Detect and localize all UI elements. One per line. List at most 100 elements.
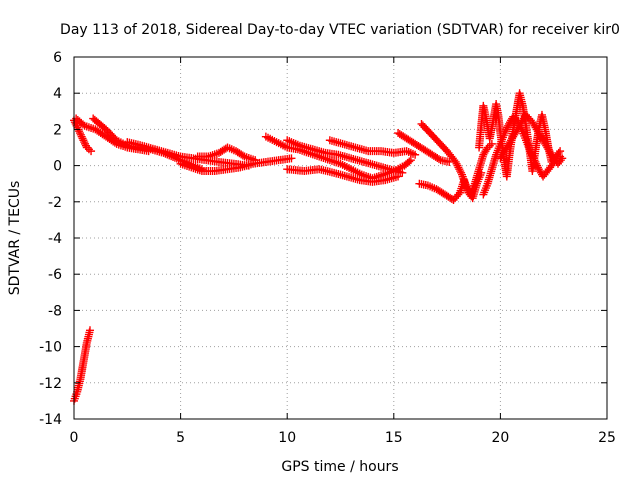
data-point [547,150,561,166]
data-point [423,181,439,193]
data-point [76,359,88,384]
data-point [87,147,96,156]
data-point [479,181,491,199]
data-point [151,145,170,157]
data-point [537,110,549,132]
data-point [487,152,500,174]
data-point [91,125,109,140]
x-axis-label: GPS time / hours [281,459,398,475]
data-point [509,123,523,141]
data-point [214,144,230,157]
data-point [112,136,130,149]
series-4 [89,114,206,174]
data-point [479,145,491,159]
data-point [338,139,358,151]
data-point [368,176,388,186]
series-12 [394,129,454,166]
data-point [325,156,343,168]
data-point [261,132,279,145]
data-point [521,136,534,153]
data-point [223,163,243,174]
data-point [381,173,400,185]
x-tick-label: 0 [70,430,79,446]
data-point [300,165,322,176]
y-tick-label: 6 [53,50,62,66]
data-point [428,150,443,164]
series-10 [283,165,403,186]
y-tick-label: -8 [48,303,62,319]
data-marks [70,89,567,405]
data-point [528,118,542,136]
data-point [558,154,567,163]
data-point [472,171,485,188]
x-tick-label: 15 [385,430,403,446]
data-point [504,114,517,128]
data-point [541,139,555,157]
data-point [251,156,260,165]
data-point [496,145,510,163]
chart-title: Day 113 of 2018, Sidereal Day-to-day VTE… [60,22,620,38]
y-tick-label: 0 [53,159,62,175]
y-tick-label: -10 [39,340,62,356]
data-point [526,147,538,163]
data-point [79,340,91,366]
data-point [351,143,371,155]
data-point [204,149,221,161]
data-point [163,148,183,160]
y-tick-label: 4 [53,86,62,102]
data-point [515,89,527,108]
series-14 [415,168,486,204]
y-tick-label: 2 [53,122,62,138]
series-16 [479,112,565,199]
data-point [500,121,513,138]
data-point [189,154,209,164]
data-point [210,165,230,176]
data-point [80,121,98,133]
data-point [496,131,508,148]
data-point [261,156,281,166]
data-point [355,176,375,186]
data-point [232,147,247,160]
data-point [475,123,485,152]
data-point [283,136,302,149]
data-point [530,156,542,172]
data-point [82,328,94,347]
data-point [494,110,505,136]
data-point [398,168,407,177]
data-point [483,167,496,188]
data-point [451,157,466,177]
data-point [389,147,409,157]
data-point [274,154,294,165]
data-point [347,165,364,178]
y-tick-label: -4 [48,231,62,247]
data-point [82,143,93,154]
data-point [342,172,362,184]
data-point [287,154,296,163]
data-point [325,136,345,148]
data-point [385,165,405,177]
y-tick-label: -12 [39,376,62,392]
data-point [78,134,90,150]
y-tick-label: -6 [48,267,62,283]
data-point [517,125,530,143]
data-point [330,168,349,180]
data-point [477,168,486,177]
data-point [176,159,194,171]
data-point [377,147,396,157]
data-point [394,172,403,181]
y-tick-label: -14 [39,412,62,428]
data-point [406,156,415,165]
x-tick-label: 5 [176,430,185,446]
data-point [347,154,366,166]
data-point [479,101,491,123]
data-point [334,150,354,162]
series-11 [325,136,420,159]
data-point [202,156,221,166]
data-point [492,142,504,159]
x-tick-label: 20 [491,430,509,446]
data-point [434,138,450,154]
y-axis-label: SDTVAR / TECUs [7,181,23,296]
data-point [85,326,94,335]
